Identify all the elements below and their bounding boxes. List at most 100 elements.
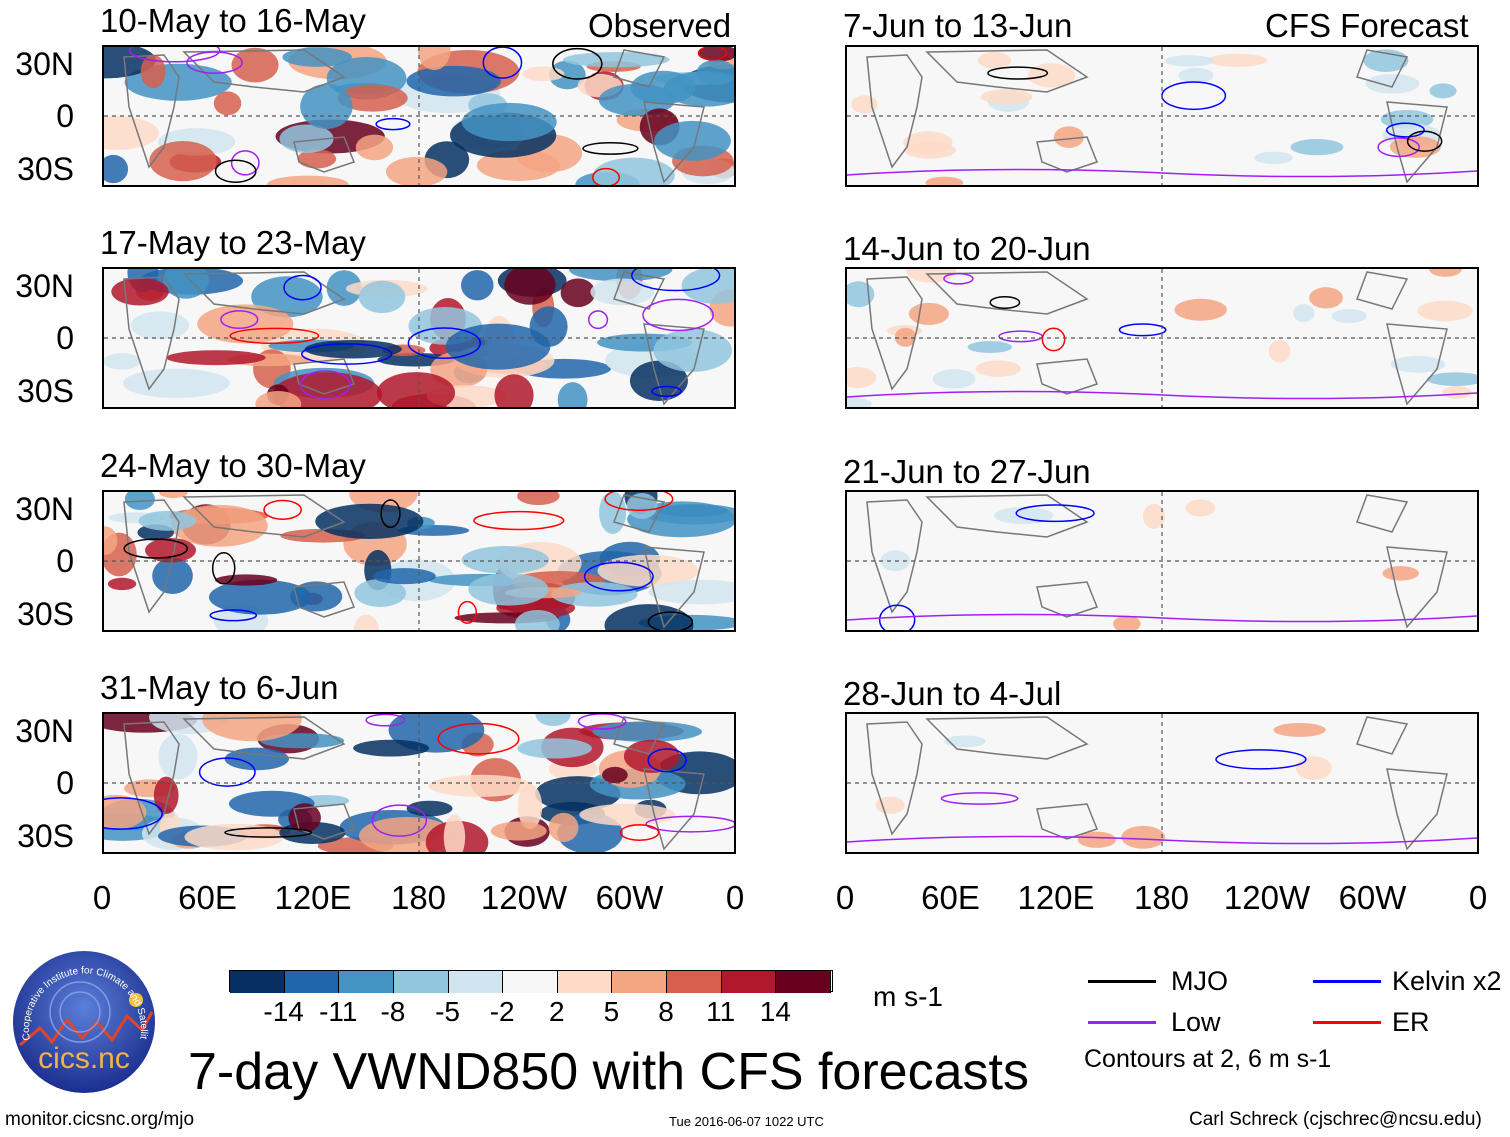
anomaly-shading: [908, 302, 950, 325]
coastline: [1036, 581, 1098, 618]
coastline: [1386, 101, 1448, 184]
contour-line: [697, 47, 728, 61]
map-canvas: [847, 714, 1477, 852]
contour-line: [647, 748, 687, 773]
contour-line: [230, 150, 260, 176]
coastline: [643, 101, 705, 184]
anomaly-shading: [417, 47, 451, 71]
anomaly-shading: [629, 360, 688, 401]
coastline: [182, 716, 346, 760]
colorbar-label: 5: [603, 996, 620, 1027]
contours-note: Contours at 2, 6 m s-1: [1084, 1045, 1332, 1073]
anomaly-shading: [107, 577, 137, 591]
contour-line: [214, 159, 257, 183]
coastline: [293, 136, 355, 173]
anomaly-shading: [1142, 503, 1165, 529]
contour-line: [380, 499, 401, 529]
coastline: [866, 276, 923, 391]
colorbar-label: 14: [759, 996, 791, 1027]
coastline: [293, 803, 355, 840]
anomaly-shading: [494, 374, 534, 407]
anomaly-shading: [563, 52, 670, 68]
anomaly-shading: [1295, 756, 1332, 781]
anomaly-shading: [266, 175, 349, 185]
anomaly-shading: [1178, 67, 1214, 84]
lon-label: 0: [92, 879, 112, 916]
colorbar-label: -2: [489, 996, 515, 1027]
anomaly-shading: [847, 366, 877, 389]
contour-line: [943, 272, 974, 285]
lon-label: 60E: [921, 879, 980, 916]
anomaly-shading: [1185, 499, 1216, 517]
anomaly-shading: [696, 59, 734, 86]
coastline: [925, 716, 1089, 760]
contour-line: [552, 47, 603, 80]
footer-author: Carl Schreck (cjschrec@ncsu.edu): [1189, 1109, 1482, 1130]
anomaly-shading: [1365, 73, 1420, 94]
colorbar-label: -5: [435, 996, 460, 1027]
map-canvas: [104, 492, 734, 630]
coastline: [182, 271, 346, 315]
map-panel-fc-3: [845, 490, 1479, 632]
contour-line: [998, 330, 1043, 343]
lat-label: 30N: [15, 491, 74, 527]
contour-line: [220, 310, 259, 330]
anomaly-shading: [166, 350, 266, 366]
anomaly-shading: [980, 89, 1033, 105]
anomaly-shading: [358, 280, 406, 314]
panel-title-fc-2: 14-Jun to 20-Jun: [843, 230, 1091, 267]
contour-line: [645, 815, 734, 833]
forecast-label: CFS Forecast: [1265, 7, 1469, 44]
panel-title-fc-3: 21-Jun to 27-Jun: [843, 453, 1091, 490]
footer-url[interactable]: monitor.cicsnc.org/mjo: [5, 1109, 195, 1130]
contour-line: [647, 611, 694, 630]
panel-title-fc-4: 28-Jun to 4-Jul: [843, 675, 1062, 712]
anomaly-shading: [551, 582, 638, 607]
anomaly-shading: [140, 54, 166, 89]
anomaly-shading: [1273, 722, 1326, 737]
lon-label: 0: [1468, 879, 1488, 916]
coastline: [866, 54, 923, 169]
contour-line: [299, 370, 351, 400]
lon-label: 0: [725, 879, 745, 916]
contour-line: [229, 327, 320, 345]
panel-title-obs-2: 17-May to 23-May: [100, 224, 366, 261]
anomaly-shading: [1254, 151, 1294, 165]
legend-line-low: [1088, 1021, 1156, 1024]
colorbar-label: -8: [380, 996, 406, 1027]
contour-line: [123, 538, 189, 559]
coastline: [1036, 803, 1098, 840]
lon-label: 120W: [1223, 879, 1311, 916]
anomaly-shading: [1053, 126, 1085, 148]
colorbar-label: -14: [263, 996, 304, 1027]
coastline: [293, 581, 355, 618]
colorbar-swatch: [612, 971, 668, 993]
colorbar-swatch: [230, 971, 285, 993]
contour-line: [1118, 323, 1167, 337]
coastline: [1386, 768, 1448, 851]
anomaly-shading: [847, 397, 872, 407]
anomaly-shading: [1077, 831, 1117, 848]
anomaly-shading: [138, 510, 197, 531]
legend-label-mjo: MJO: [1171, 966, 1228, 996]
coastline: [1386, 546, 1448, 629]
contour-line: [128, 47, 221, 63]
map-canvas: [104, 714, 734, 852]
anomaly-shading: [967, 341, 1013, 354]
legend-label-kelvin: Kelvin x2: [1392, 966, 1502, 996]
contour-line: [592, 167, 621, 185]
anomaly-shading: [847, 281, 875, 308]
lon-label: 120E: [1017, 879, 1095, 916]
coastline: [1036, 136, 1098, 173]
anomaly-shading: [353, 739, 430, 757]
coastline: [613, 494, 666, 533]
anomaly-shading: [894, 327, 916, 347]
legend-line-kelvin: [1313, 980, 1381, 983]
lon-label: 60W: [1338, 879, 1407, 916]
anomaly-shading: [145, 537, 196, 563]
contour-line: [1215, 749, 1307, 770]
coastline: [1356, 271, 1409, 310]
colorbar-swatch: [721, 971, 777, 993]
contour-line: [1385, 122, 1425, 138]
contour-line: [577, 714, 627, 730]
